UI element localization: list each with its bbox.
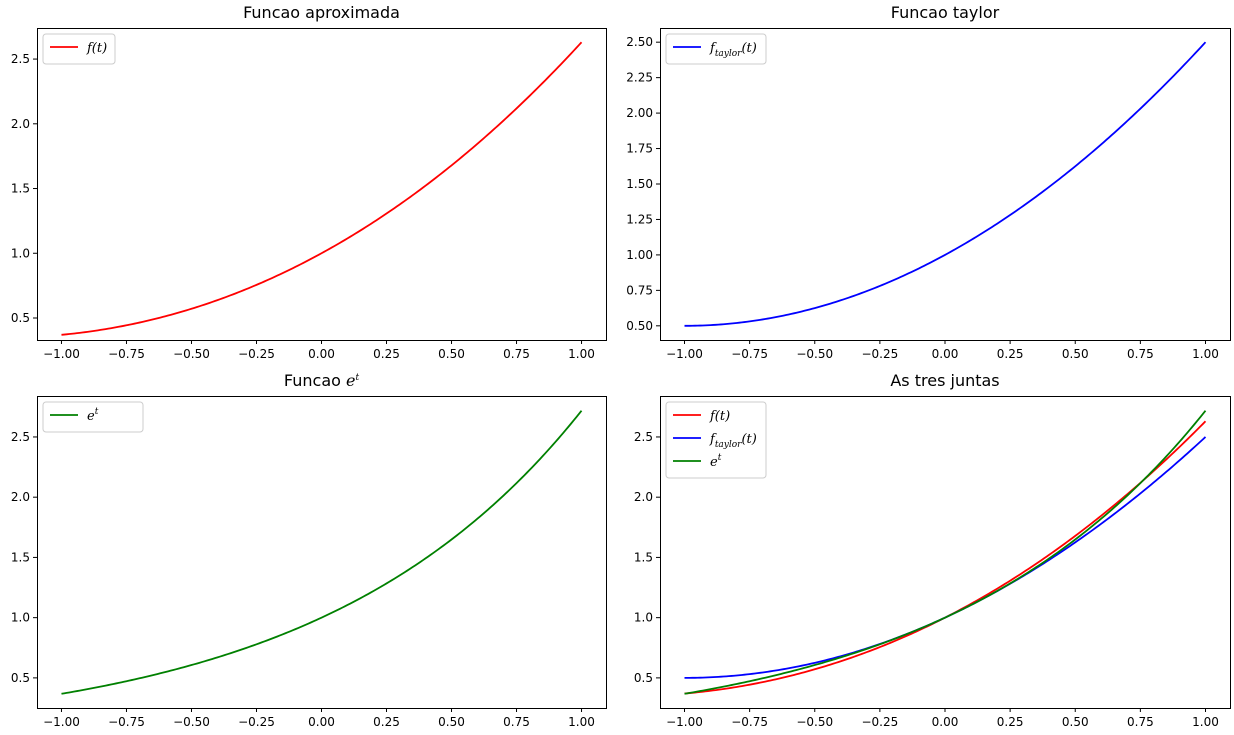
legend-label: ftaylor(t) xyxy=(709,41,757,59)
series-line-exp xyxy=(684,410,1207,695)
x-tick-label: −0.50 xyxy=(796,715,833,729)
subplot-title: Funcao aproximada xyxy=(243,3,400,22)
y-tick-label: 0.50 xyxy=(626,319,653,333)
x-tick-label: −0.75 xyxy=(731,347,768,361)
x-tick-label: −0.50 xyxy=(796,347,833,361)
y-tick-label: 1.0 xyxy=(11,611,30,625)
x-tick-label: −1.00 xyxy=(43,347,80,361)
x-tick-label: −0.50 xyxy=(173,715,210,729)
x-tick-label: −0.75 xyxy=(108,715,145,729)
series-line-approx xyxy=(61,41,583,336)
y-tick-label: 2.5 xyxy=(11,430,30,444)
legend-label: f(t) xyxy=(709,409,730,424)
x-tick-label: 1.00 xyxy=(568,715,595,729)
y-tick-label: 1.5 xyxy=(634,550,653,564)
y-tick-label: 0.5 xyxy=(11,671,30,685)
x-tick-label: 0.75 xyxy=(503,715,530,729)
subplot-4: As tres juntas −1.00 −0.75 −0.50 −0.25 0.00 0.… xyxy=(634,371,1231,729)
legend-label: f(t) xyxy=(86,41,107,56)
x-tick-label: 0.25 xyxy=(997,715,1024,729)
series-line-taylor xyxy=(684,41,1207,327)
x-tick-label: 1.00 xyxy=(1192,715,1219,729)
x-tick-label: 1.00 xyxy=(568,347,595,361)
y-tick-label: 0.75 xyxy=(626,283,653,297)
y-tick-label: 2.5 xyxy=(11,52,30,66)
x-tick-label: 0.50 xyxy=(438,715,465,729)
x-tick-label: 0.25 xyxy=(997,347,1024,361)
legend-label: et xyxy=(710,453,722,470)
y-tick-label: 2.50 xyxy=(626,35,653,49)
x-tick-label: −1.00 xyxy=(666,347,703,361)
x-tick-label: −0.75 xyxy=(731,715,768,729)
y-tick-label: 2.0 xyxy=(11,490,30,504)
series-line-exp xyxy=(61,410,583,695)
y-tick-label: 2.00 xyxy=(626,106,653,120)
y-tick-label: 1.50 xyxy=(626,177,653,191)
y-tick-label: 1.25 xyxy=(626,212,653,226)
y-tick-label: 2.5 xyxy=(634,430,653,444)
x-tick-label: 0.75 xyxy=(1127,715,1154,729)
legend: ftaylor(t) xyxy=(665,33,767,65)
x-tick-label: −0.75 xyxy=(108,347,145,361)
x-tick-label: 1.00 xyxy=(1192,347,1219,361)
x-tick-label: −0.25 xyxy=(238,347,275,361)
x-tick-label: 0.50 xyxy=(438,347,465,361)
subplot-2: Funcao taylor −1.00 −0.75 −0.50 −0.25 0.00 0.2… xyxy=(626,3,1231,361)
y-tick-label: 2.25 xyxy=(626,71,653,85)
x-tick-label: 0.25 xyxy=(373,715,400,729)
legend: f(t) xyxy=(42,33,116,65)
subplot-3: Funcao et −1.00 −0.75 −0.50 −0.25 0.00 0.25 0.5… xyxy=(11,371,607,729)
x-tick-label: −1.00 xyxy=(666,715,703,729)
subplot-1: Funcao aproximada −1.00 −0.75 −0.50 −0.25 0.0… xyxy=(11,3,607,361)
x-tick-label: 0.25 xyxy=(373,347,400,361)
y-tick-label: 2.0 xyxy=(634,490,653,504)
y-tick-label: 1.5 xyxy=(11,182,30,196)
y-tick-label: 1.5 xyxy=(11,550,30,564)
x-tick-label: −0.25 xyxy=(861,715,898,729)
axes-frame xyxy=(37,396,607,709)
x-tick-label: 0.50 xyxy=(1062,347,1089,361)
y-tick-label: 0.5 xyxy=(11,311,30,325)
y-tick-label: 1.0 xyxy=(11,246,30,260)
x-tick-label: −1.00 xyxy=(43,715,80,729)
x-tick-label: −0.50 xyxy=(173,347,210,361)
y-tick-label: 1.75 xyxy=(626,142,653,156)
legend-label: et xyxy=(87,407,99,424)
x-tick-label: −0.25 xyxy=(238,715,275,729)
x-tick-label: 0.00 xyxy=(932,715,959,729)
subplot-title: Funcao et xyxy=(284,371,360,390)
y-tick-label: 0.5 xyxy=(634,671,653,685)
axes-frame xyxy=(37,28,607,341)
legend-label: ftaylor(t) xyxy=(709,432,757,450)
subplot-title: Funcao taylor xyxy=(891,3,1000,22)
subplot-title: As tres juntas xyxy=(890,371,999,390)
x-tick-label: −0.25 xyxy=(861,347,898,361)
x-tick-label: 0.75 xyxy=(503,347,530,361)
x-tick-label: 0.00 xyxy=(932,347,959,361)
y-tick-label: 2.0 xyxy=(11,117,30,131)
x-tick-label: 0.50 xyxy=(1062,715,1089,729)
legend: et xyxy=(42,401,144,433)
legend: f(t) ftaylor(t) et xyxy=(665,401,767,479)
x-tick-label: 0.75 xyxy=(1127,347,1154,361)
axes-frame xyxy=(660,28,1231,341)
x-tick-label: 0.00 xyxy=(308,715,335,729)
x-tick-label: 0.00 xyxy=(308,347,335,361)
y-tick-label: 1.0 xyxy=(634,611,653,625)
y-tick-label: 1.00 xyxy=(626,248,653,262)
